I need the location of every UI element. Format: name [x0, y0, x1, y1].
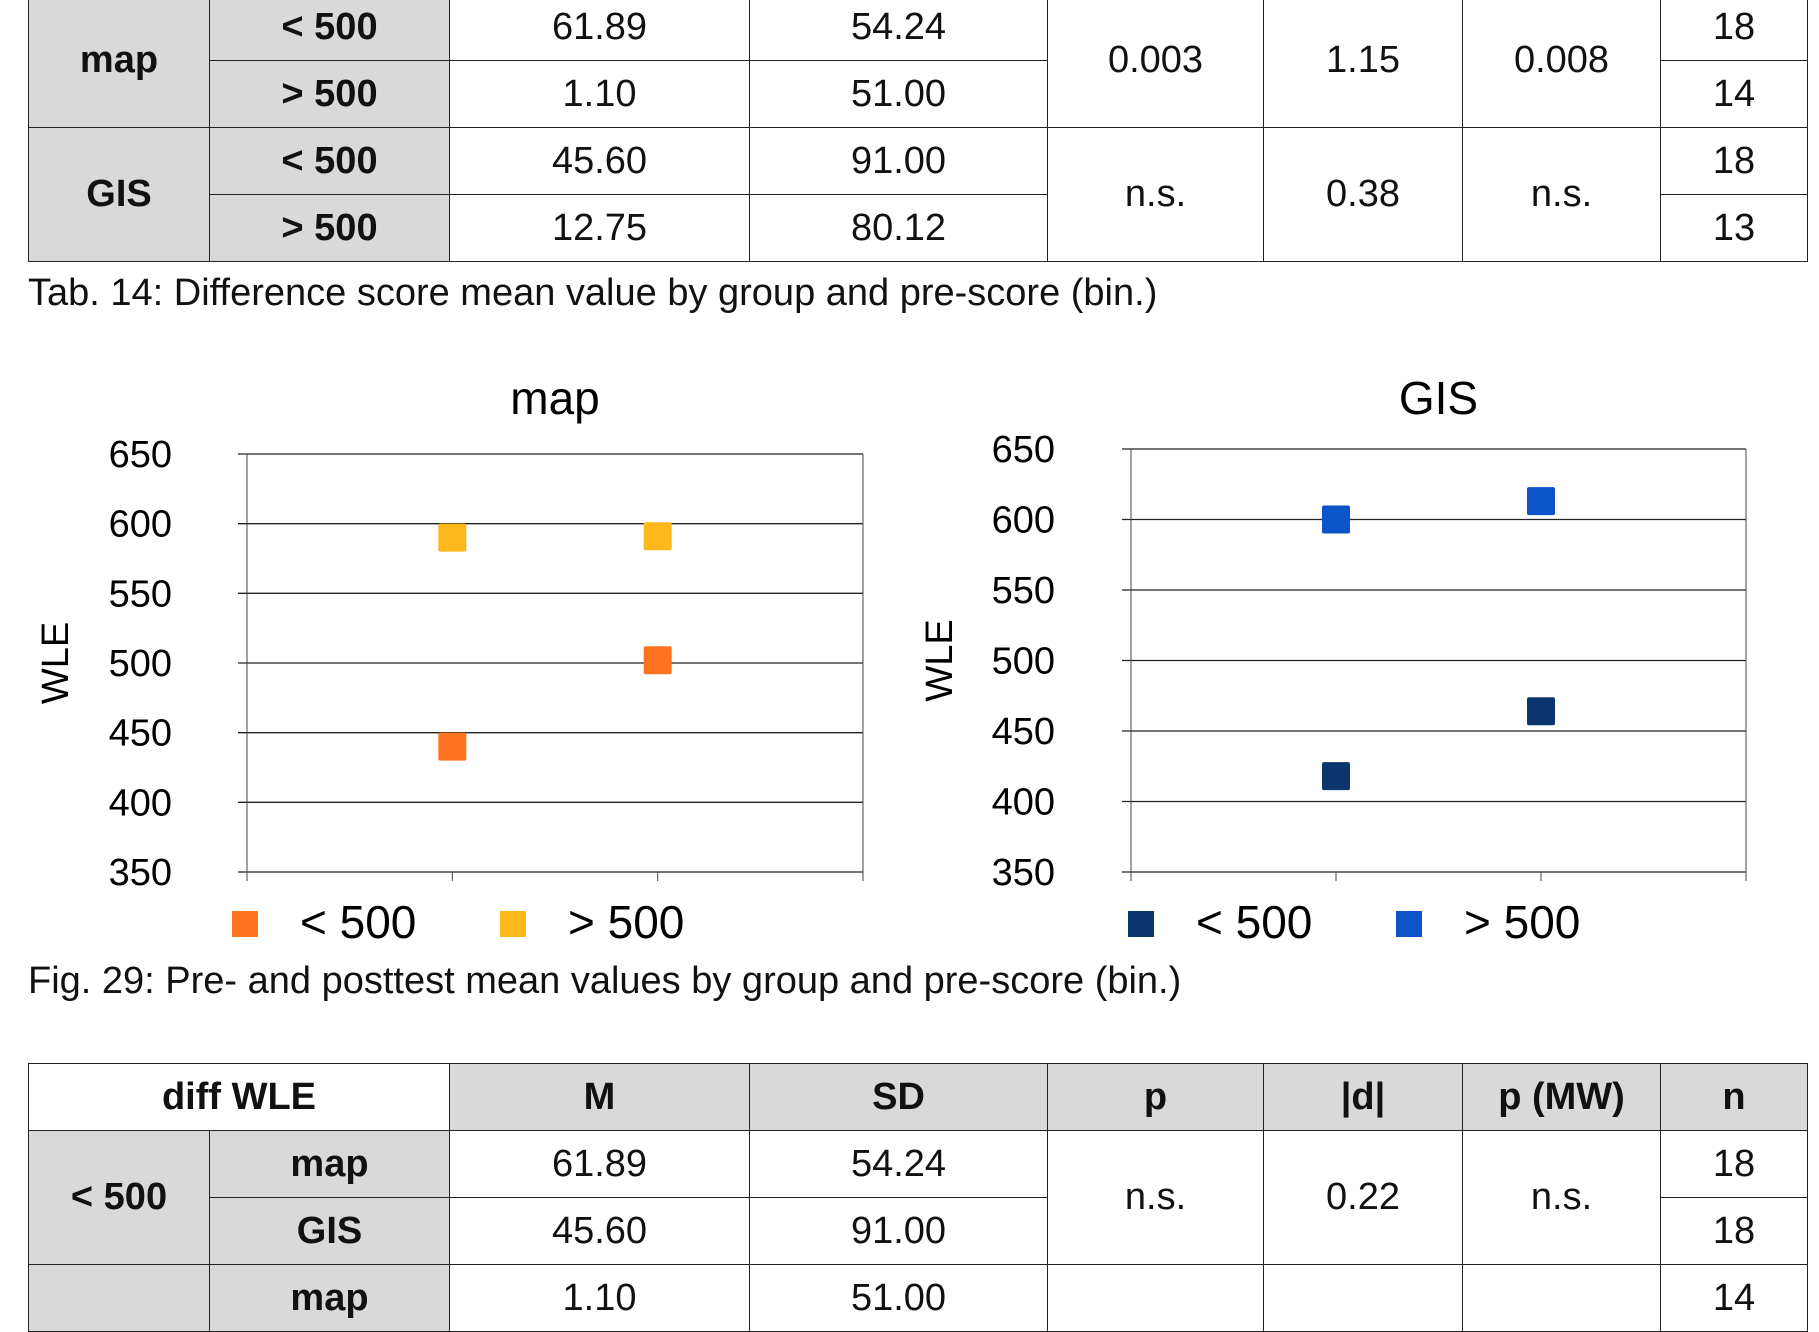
- sd-cell: 80.12: [749, 194, 1048, 262]
- y-tick-label: 650: [992, 429, 1055, 471]
- n-cell: 18: [1660, 0, 1808, 61]
- data-point: [1322, 505, 1350, 534]
- subgroup-cell: map: [209, 1130, 450, 1198]
- table-15: diff WLE M SD p |d| p (MW) n < 500 map 6…: [28, 1063, 1808, 1332]
- d-cell: 1.15: [1263, 0, 1463, 128]
- y-tick-label: 450: [992, 711, 1055, 753]
- pmw-cell: [1462, 1264, 1661, 1332]
- m-cell: 1.10: [449, 1264, 750, 1332]
- header-sd: SD: [749, 1063, 1048, 1131]
- legend-swatch: [500, 911, 526, 937]
- subgroup-cell: > 500: [209, 60, 450, 128]
- data-point: [643, 522, 672, 551]
- header-p: p: [1047, 1063, 1264, 1131]
- pmw-cell: n.s.: [1462, 1130, 1661, 1265]
- n-cell: 13: [1660, 194, 1808, 262]
- legend-label: > 500: [568, 896, 684, 948]
- n-cell: 14: [1660, 60, 1808, 128]
- n-cell: 14: [1660, 1264, 1808, 1332]
- sd-cell: 54.24: [749, 0, 1048, 61]
- sd-cell: 54.24: [749, 1130, 1048, 1198]
- y-tick-label: 650: [109, 434, 172, 476]
- m-cell: 45.60: [449, 1197, 750, 1265]
- header-n: n: [1660, 1063, 1808, 1131]
- table-row: > 500 12.75 80.12 13: [29, 194, 1808, 262]
- pmw-cell: 0.008: [1462, 0, 1661, 128]
- sd-cell: 51.00: [749, 60, 1048, 128]
- y-tick-label: 450: [109, 713, 172, 755]
- header-d: |d|: [1263, 1063, 1463, 1131]
- p-cell: n.s.: [1047, 127, 1264, 262]
- d-cell: 0.22: [1263, 1130, 1463, 1265]
- y-tick-label: 550: [992, 570, 1055, 612]
- y-axis-label: WLE: [35, 622, 77, 704]
- header-m: M: [449, 1063, 750, 1131]
- pmw-cell: n.s.: [1462, 127, 1661, 262]
- y-tick-label: 500: [992, 641, 1055, 683]
- d-cell: 0.38: [1263, 127, 1463, 262]
- legend-label: < 500: [1196, 896, 1312, 948]
- m-cell: 1.10: [449, 60, 750, 128]
- data-point: [1322, 762, 1350, 791]
- n-cell: 18: [1660, 1197, 1808, 1265]
- figure-caption: Fig. 29: Pre- and posttest mean values b…: [28, 960, 1182, 1002]
- p-cell: [1047, 1264, 1264, 1332]
- group-cell: map: [28, 0, 210, 128]
- y-tick-label: 550: [109, 573, 172, 615]
- group-cell: GIS: [28, 127, 210, 262]
- y-tick-label: 400: [992, 782, 1055, 824]
- y-tick-label: 350: [992, 852, 1055, 894]
- legend-swatch: [1396, 911, 1422, 937]
- sd-cell: 51.00: [749, 1264, 1048, 1332]
- y-tick-label: 350: [109, 852, 172, 894]
- legend-label: > 500: [1464, 896, 1580, 948]
- data-point: [643, 646, 672, 675]
- y-tick-label: 500: [109, 643, 172, 685]
- data-point: [1527, 487, 1555, 516]
- p-cell: 0.003: [1047, 0, 1264, 128]
- legend-label: < 500: [300, 896, 416, 948]
- data-point: [438, 732, 467, 761]
- group-cell: < 500: [28, 1130, 210, 1265]
- legend-swatch: [232, 911, 258, 937]
- subgroup-cell: map: [209, 1264, 450, 1332]
- m-cell: 61.89: [449, 0, 750, 61]
- header-pmw: p (MW): [1462, 1063, 1661, 1131]
- sd-cell: 91.00: [749, 1197, 1048, 1265]
- subgroup-cell: < 500: [209, 127, 450, 195]
- data-point: [438, 523, 467, 552]
- y-tick-label: 600: [109, 504, 172, 546]
- subgroup-cell: GIS: [209, 1197, 450, 1265]
- n-cell: 18: [1660, 1130, 1808, 1198]
- y-tick-label: 400: [109, 782, 172, 824]
- d-cell: [1263, 1264, 1463, 1332]
- table-header: diff WLE M SD p |d| p (MW) n: [28, 1063, 1808, 1131]
- table-row: > 500 1.10 51.00 14: [29, 60, 1808, 128]
- y-tick-label: 600: [992, 500, 1055, 542]
- group-cell: [28, 1264, 210, 1332]
- table-row: < 500 map 61.89 54.24 n.s. 0.22 n.s. 18: [28, 1130, 1808, 1265]
- subgroup-cell: > 500: [209, 194, 450, 262]
- legend-swatch: [1128, 911, 1154, 937]
- table-14: map < 500 61.89 54.24 0.003 1.15 0.008 1…: [28, 0, 1808, 262]
- table-caption: Tab. 14: Difference score mean value by …: [28, 272, 1158, 314]
- p-cell: n.s.: [1047, 1130, 1264, 1265]
- table-row: map 1.10 51.00 14: [28, 1264, 1808, 1332]
- y-axis-label: WLE: [919, 619, 961, 701]
- chart-map: map WLE 350 400 450 500 550 600 650 < 500 > 500: [35, 372, 864, 948]
- chart-title: GIS: [1399, 372, 1478, 424]
- table-row: GIS 45.60 91.00 18: [29, 1197, 1808, 1265]
- chart-gis: GIS WLE 350 400 450 500 550 600 650 < 500 > 500: [919, 372, 1747, 948]
- chart-title: map: [510, 372, 599, 424]
- table-row: map < 500 61.89 54.24 0.003 1.15 0.008 1…: [28, 0, 1808, 128]
- data-point: [1527, 697, 1555, 726]
- header-label: diff WLE: [28, 1063, 450, 1131]
- m-cell: 12.75: [449, 194, 750, 262]
- m-cell: 61.89: [449, 1130, 750, 1198]
